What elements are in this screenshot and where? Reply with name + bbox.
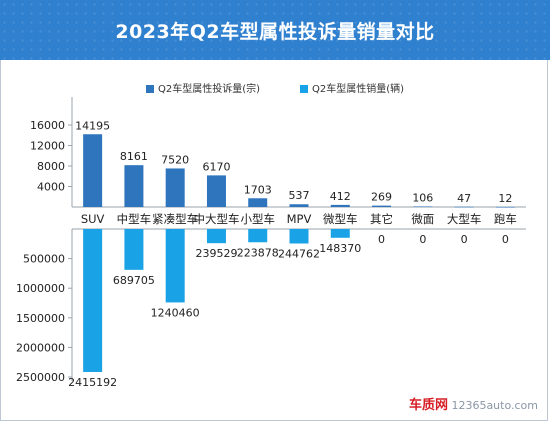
chart-frame bbox=[0, 60, 548, 421]
chart-title: 2023年Q2车型属性投诉量销量对比 bbox=[115, 21, 435, 43]
sales-bar bbox=[124, 229, 144, 270]
lower-tick-label: 1500000 bbox=[16, 312, 65, 325]
category-label: 微型车 bbox=[323, 212, 358, 226]
category-label: 中大型车 bbox=[193, 212, 239, 226]
upper-tick-label: 8000 bbox=[37, 160, 65, 173]
complaints-data-label: 14195 bbox=[75, 119, 110, 132]
complaints-data-label: 47 bbox=[457, 192, 471, 205]
complaints-data-label: 6170 bbox=[202, 160, 230, 173]
category-label: 小型车 bbox=[240, 212, 275, 226]
sales-data-label: 689705 bbox=[113, 274, 155, 287]
category-label: 微面 bbox=[411, 212, 434, 226]
complaints-bar bbox=[83, 134, 103, 207]
sales-bar bbox=[165, 229, 185, 303]
watermark: 车质网 12365auto.com bbox=[409, 394, 538, 413]
complaints-data-label: 106 bbox=[412, 191, 433, 204]
legend-label-sales: Q2车型属性销量(辆) bbox=[312, 82, 404, 95]
upper-tick-label: 16000 bbox=[30, 119, 65, 132]
sales-data-label: 1240460 bbox=[151, 306, 200, 319]
watermark-logo: 车质网 bbox=[408, 398, 448, 413]
lower-tick-label: 500000 bbox=[23, 253, 65, 266]
lower-tick-label: 1000000 bbox=[16, 282, 65, 295]
complaints-data-label: 12 bbox=[498, 192, 512, 205]
complaints-bar bbox=[124, 165, 144, 207]
sales-data-label: 223878 bbox=[237, 246, 279, 259]
sales-data-label: 148370 bbox=[319, 242, 361, 255]
complaints-bar bbox=[330, 204, 350, 207]
complaints-data-label: 1703 bbox=[244, 183, 272, 196]
category-label: 紧凑型车 bbox=[152, 212, 198, 226]
upper-tick-label: 4000 bbox=[37, 181, 65, 194]
upper-tick-label: 12000 bbox=[30, 140, 65, 153]
complaints-data-label: 7520 bbox=[161, 153, 189, 166]
complaints-data-label: 269 bbox=[371, 191, 392, 204]
category-label: 大型车 bbox=[447, 212, 482, 226]
sales-data-label: 0 bbox=[378, 233, 385, 246]
sales-bar bbox=[206, 229, 226, 244]
sales-data-label: 239529 bbox=[195, 247, 237, 260]
complaints-bar bbox=[413, 206, 433, 208]
sales-data-label: 244762 bbox=[278, 247, 320, 260]
sales-bar bbox=[83, 229, 103, 372]
complaints-bar bbox=[206, 175, 226, 207]
lower-tick-label: 2500000 bbox=[16, 371, 65, 384]
sales-bar bbox=[330, 229, 350, 238]
legend-swatch-sales bbox=[300, 85, 308, 93]
category-label: 跑车 bbox=[494, 212, 517, 226]
category-label: 其它 bbox=[370, 212, 393, 226]
complaints-bar bbox=[454, 206, 474, 208]
category-label: MPV bbox=[287, 212, 312, 226]
complaints-bar bbox=[495, 206, 515, 208]
sales-bar bbox=[248, 229, 268, 243]
sales-bar bbox=[289, 229, 309, 244]
legend-label-complaints: Q2车型属性投诉量(宗) bbox=[158, 82, 260, 95]
complaints-data-label: 412 bbox=[330, 190, 351, 203]
legend-swatch-complaints bbox=[146, 85, 154, 93]
sales-data-label: 0 bbox=[502, 233, 509, 246]
category-label: SUV bbox=[81, 212, 105, 226]
sales-data-label: 2415192 bbox=[68, 376, 117, 389]
category-label: 中型车 bbox=[117, 212, 152, 226]
complaints-data-label: 537 bbox=[289, 189, 310, 202]
complaints-bar bbox=[289, 204, 309, 207]
complaints-bar bbox=[165, 168, 185, 207]
sales-data-label: 0 bbox=[419, 233, 426, 246]
complaints-bar bbox=[248, 198, 268, 207]
lower-tick-label: 2000000 bbox=[16, 341, 65, 354]
title-banner: 2023年Q2车型属性投诉量销量对比 bbox=[0, 0, 550, 60]
complaints-bar bbox=[372, 205, 392, 207]
watermark-url: 12365auto.com bbox=[451, 399, 538, 412]
sales-data-label: 0 bbox=[461, 233, 468, 246]
complaints-data-label: 8161 bbox=[120, 150, 148, 163]
